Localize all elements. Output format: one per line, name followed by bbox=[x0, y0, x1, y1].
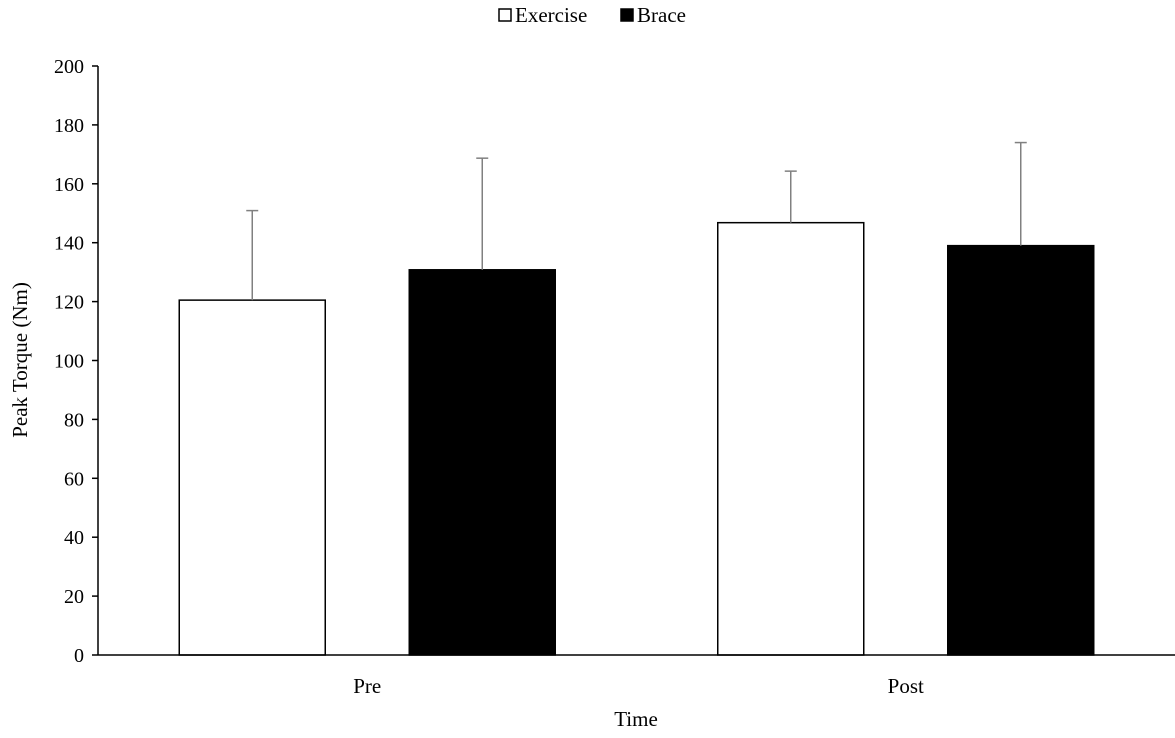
legend-label-brace: Brace bbox=[637, 3, 686, 27]
legend-swatch-exercise bbox=[498, 8, 512, 22]
x-tick-label: Post bbox=[888, 674, 924, 698]
y-tick-label: 200 bbox=[54, 56, 84, 78]
y-tick-label: 60 bbox=[64, 468, 84, 490]
y-tick-label: 180 bbox=[54, 115, 84, 137]
bar-exercise-pre bbox=[178, 299, 326, 656]
bar-brace-post bbox=[947, 244, 1095, 656]
bars bbox=[178, 221, 1095, 656]
x-axis-title: Time bbox=[614, 707, 658, 731]
legend-swatch-brace bbox=[620, 8, 634, 22]
y-tick-label: 140 bbox=[54, 233, 84, 255]
y-tick-label: 40 bbox=[64, 527, 84, 549]
y-tick-label: 20 bbox=[64, 586, 84, 608]
y-tick-label: 100 bbox=[54, 351, 84, 373]
y-axis-title: Peak Torque (Nm) bbox=[8, 282, 32, 438]
x-axis: Pre Post bbox=[98, 654, 1175, 698]
x-tick-label: Pre bbox=[353, 674, 381, 698]
legend: Exercise Brace bbox=[498, 3, 686, 27]
y-tick-label: 120 bbox=[54, 292, 84, 314]
bar-exercise-post bbox=[717, 221, 865, 656]
error-bars bbox=[246, 141, 1027, 301]
y-tick-label: 0 bbox=[74, 645, 84, 667]
legend-label-exercise: Exercise bbox=[515, 3, 587, 27]
y-axis: 0 20 40 60 80 100 120 140 160 180 200 bbox=[54, 56, 99, 667]
y-tick-label: 80 bbox=[64, 409, 84, 431]
y-tick-label: 160 bbox=[54, 174, 84, 196]
bar-brace-pre bbox=[408, 269, 556, 656]
